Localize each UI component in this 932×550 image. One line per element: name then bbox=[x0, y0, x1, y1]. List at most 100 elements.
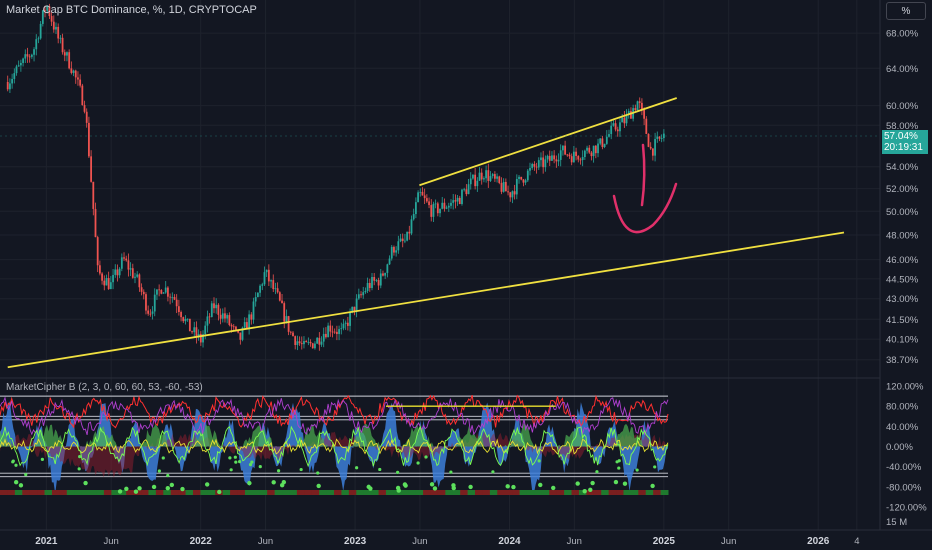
candle-body bbox=[439, 208, 441, 214]
chart-title: Market Cap BTC Dominance, %, 1D, CRYPTOC… bbox=[6, 4, 257, 16]
buy-signal-dot bbox=[279, 483, 285, 488]
candle-body bbox=[55, 26, 57, 30]
signal-strip-cell bbox=[630, 490, 639, 495]
signal-strip-cell bbox=[385, 490, 394, 495]
cross-dot bbox=[11, 459, 15, 463]
candle-body bbox=[487, 170, 490, 181]
candle-body bbox=[616, 129, 619, 132]
candle-body bbox=[204, 325, 207, 335]
candle-body bbox=[599, 138, 602, 144]
candle-body bbox=[654, 139, 656, 156]
buy-signal-dot bbox=[83, 480, 88, 486]
candle-body bbox=[151, 311, 154, 314]
signal-strip-cell bbox=[348, 490, 357, 495]
price-tick-label: 68.00% bbox=[886, 29, 919, 40]
signal-strip-cell bbox=[623, 490, 632, 495]
candle-body bbox=[48, 6, 51, 17]
candle-body bbox=[289, 331, 292, 333]
candle-body bbox=[333, 331, 336, 333]
candle-body bbox=[480, 172, 483, 180]
signal-strip-cell bbox=[660, 490, 669, 495]
buy-signal-dot bbox=[575, 481, 580, 486]
candle-body bbox=[103, 280, 106, 286]
candle-body bbox=[570, 156, 573, 163]
candle-body bbox=[305, 341, 308, 343]
candle-body bbox=[22, 58, 24, 63]
candle-body bbox=[41, 10, 44, 24]
cross-dot bbox=[617, 459, 621, 463]
indicator-tick-label: 0.00% bbox=[886, 442, 913, 453]
signal-strip-cell bbox=[118, 490, 127, 495]
candle-body bbox=[564, 145, 567, 155]
price-tick-label: 46.00% bbox=[886, 255, 919, 266]
candle-body bbox=[425, 198, 428, 202]
candle-body bbox=[452, 200, 455, 203]
buy-signal-dot bbox=[151, 484, 157, 490]
candle-body bbox=[355, 298, 358, 312]
candle-body bbox=[138, 274, 141, 288]
cross-dot bbox=[24, 472, 28, 477]
candle-body bbox=[608, 134, 610, 137]
cross-dot bbox=[595, 470, 599, 474]
buy-signal-dot bbox=[316, 483, 321, 489]
price-tick-label: 52.00% bbox=[886, 184, 919, 195]
annotation-arrow-stroke[interactable] bbox=[640, 143, 646, 207]
time-tick-label: 2021 bbox=[35, 536, 58, 547]
signal-strip-cell bbox=[311, 490, 320, 495]
wavetrend-green-line bbox=[0, 425, 669, 468]
signal-strip-cell bbox=[111, 490, 120, 495]
candle-body bbox=[276, 288, 279, 293]
price-tick-label: 38.70% bbox=[886, 355, 919, 366]
candle-body bbox=[252, 301, 255, 320]
candle-body bbox=[61, 37, 64, 53]
annotation-curve[interactable] bbox=[612, 182, 678, 234]
buy-signal-dot bbox=[505, 484, 510, 489]
candle-body bbox=[292, 332, 294, 337]
candle-body bbox=[583, 150, 586, 158]
signal-strip-cell bbox=[378, 490, 387, 495]
candle-body bbox=[153, 294, 156, 312]
signal-strip-cell bbox=[586, 490, 595, 495]
candle-body bbox=[263, 272, 266, 285]
candle-body bbox=[35, 39, 38, 50]
candle-body bbox=[28, 56, 31, 58]
unit-badge[interactable]: % bbox=[886, 2, 926, 20]
candle-body bbox=[430, 205, 433, 217]
candle-body bbox=[239, 332, 242, 340]
buy-signal-dot bbox=[217, 489, 222, 495]
candle-body bbox=[26, 54, 29, 57]
candle-body bbox=[636, 101, 639, 111]
candle-body bbox=[472, 174, 474, 179]
candle-body bbox=[445, 207, 448, 209]
candle-body bbox=[246, 322, 248, 330]
vertical-gridlines bbox=[45, 0, 858, 530]
signal-strip-cell bbox=[274, 490, 283, 495]
cross-dot bbox=[233, 455, 237, 459]
candle-body bbox=[366, 282, 369, 291]
candle-body bbox=[195, 327, 198, 337]
cross-dot bbox=[14, 463, 18, 467]
signal-strip-cell bbox=[304, 490, 313, 495]
candle-body bbox=[232, 326, 235, 328]
candle-body bbox=[254, 297, 257, 302]
buy-signal-dot bbox=[124, 486, 129, 491]
candle-body bbox=[537, 160, 540, 168]
indicator-tick-label: 80.00% bbox=[886, 402, 919, 413]
candle-body bbox=[461, 189, 463, 205]
trendlines[interactable] bbox=[7, 97, 845, 369]
candle-body bbox=[594, 145, 597, 154]
candle-body bbox=[120, 257, 123, 269]
candle-body bbox=[116, 269, 119, 276]
signal-strip-cell bbox=[437, 490, 446, 495]
candle-body bbox=[651, 148, 654, 156]
cross-dot bbox=[653, 465, 657, 469]
candle-body bbox=[524, 180, 527, 183]
candle-body bbox=[184, 318, 187, 322]
cross-dot bbox=[250, 460, 254, 464]
candle-body bbox=[243, 322, 246, 328]
price-tick-label: 54.00% bbox=[886, 162, 919, 173]
time-tick-label: Jun bbox=[103, 536, 118, 547]
candle-body bbox=[296, 341, 299, 345]
candle-body bbox=[307, 341, 310, 343]
